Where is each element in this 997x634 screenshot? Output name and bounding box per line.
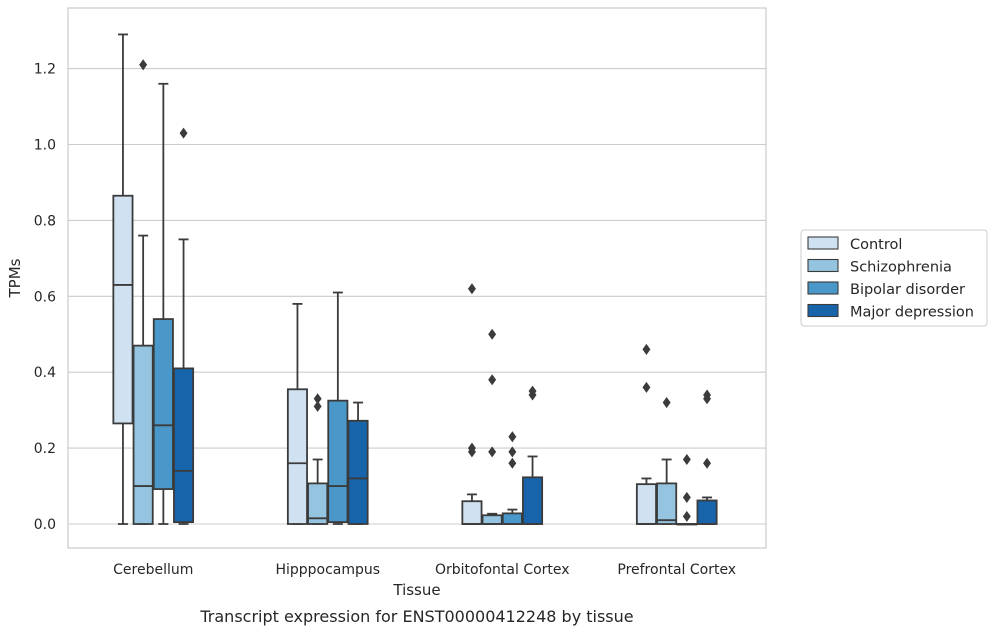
y-tick-label: 0.4 [34, 365, 56, 381]
box-body [112, 194, 134, 425]
box-3-1 [347, 401, 369, 525]
y-tick-label: 1.2 [34, 62, 56, 78]
outlier-point [508, 446, 517, 458]
box-body [461, 500, 483, 525]
y-tick-label: 0.2 [34, 441, 56, 457]
box-body [696, 499, 718, 525]
outlier-point [139, 59, 148, 71]
outlier-point [313, 400, 322, 412]
box-body [307, 482, 329, 525]
outlier-point [682, 510, 691, 522]
legend-swatch [807, 281, 839, 295]
x-axis-title: Tissue [392, 581, 440, 599]
box-2-3 [676, 453, 698, 526]
outlier-point [682, 453, 691, 465]
box-3-3 [696, 389, 718, 525]
box-3-2 [522, 385, 544, 525]
outlier-point [467, 283, 476, 295]
figure-caption: Transcript expression for ENST0000041224… [199, 607, 633, 626]
box-body [347, 419, 369, 525]
box-body [481, 514, 503, 525]
outlier-point [662, 397, 671, 409]
box-1-2 [481, 328, 503, 525]
y-tick-label: 0.6 [34, 289, 56, 305]
y-tick-labels: 0.0 0.2 0.4 0.6 0.8 1.0 1.2 [34, 62, 56, 533]
box-body [152, 318, 174, 490]
legend-swatch [807, 236, 839, 250]
legend: Control Schizophrenia Bipolar disorder Majo… [800, 229, 988, 327]
box-0-1 [286, 302, 308, 525]
box-1-3 [656, 397, 678, 525]
legend-label: Major depression [850, 305, 974, 321]
box-body [522, 476, 544, 525]
box-1-1 [307, 393, 329, 525]
outlier-point [179, 127, 188, 139]
y-tick-label: 0.0 [34, 517, 56, 533]
outlier-point [488, 374, 497, 386]
legend-label: Bipolar disorder [850, 282, 965, 298]
y-tick-label: 0.8 [34, 213, 56, 229]
box-body [656, 482, 678, 525]
box-2-2 [501, 431, 523, 525]
legend-swatch [807, 303, 839, 318]
outlier-point [528, 389, 537, 401]
box-body [286, 388, 308, 525]
box-body [635, 483, 657, 525]
outlier-point [642, 343, 651, 355]
outlier-point [488, 328, 497, 340]
legend-swatch [807, 258, 839, 273]
box-0-3 [635, 343, 657, 525]
x-tick-labels: Cerebellum Hipppocampus Orbitofontal Corte… [113, 562, 736, 578]
outlier-point [703, 457, 712, 469]
box-body [173, 367, 195, 524]
outlier-point [682, 491, 691, 503]
x-tick-label: Orbitofontal Cortex [435, 562, 570, 578]
box-2-0 [152, 82, 174, 525]
box-0-0 [112, 33, 134, 525]
boxes [112, 33, 718, 526]
x-tick-label: Cerebellum [113, 562, 193, 578]
box-1-0 [132, 59, 154, 525]
outlier-point [508, 457, 517, 469]
box-3-0 [173, 127, 195, 525]
legend-label: Schizophrenia [850, 260, 952, 276]
box-0-2 [461, 283, 483, 525]
plot-frame [67, 7, 767, 549]
box-2-1 [327, 291, 349, 525]
legend-items: Control Schizophrenia Bipolar disorder Majo… [807, 236, 974, 321]
y-tick-label: 1.0 [34, 138, 56, 154]
box-body [501, 512, 523, 525]
x-tick-label: Hipppocampus [275, 562, 380, 578]
legend-label: Control [850, 237, 902, 253]
legend-frame [800, 229, 988, 327]
outlier-point [642, 381, 651, 393]
box-body [327, 399, 349, 524]
outlier-point [508, 431, 517, 443]
outlier-point [703, 393, 712, 405]
x-tick-label: Prefrontal Cortex [617, 562, 736, 578]
outlier-point [467, 446, 476, 458]
y-axis-title: TPMs [6, 258, 24, 298]
outlier-point [488, 446, 497, 458]
box-body [132, 344, 154, 525]
